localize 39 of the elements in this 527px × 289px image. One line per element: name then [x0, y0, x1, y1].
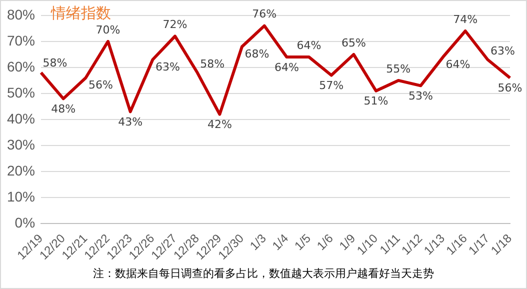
y-tick-label: 80% — [6, 6, 36, 22]
data-label: 53% — [408, 90, 433, 103]
data-label: 65% — [341, 36, 366, 50]
y-tick-label: 30% — [6, 136, 36, 152]
data-label: 76% — [252, 8, 277, 21]
data-label: 70% — [96, 23, 120, 36]
data-label: 58% — [42, 56, 68, 70]
data-label: 51% — [364, 94, 388, 108]
data-label: 74% — [453, 12, 478, 26]
data-label: 57% — [319, 79, 344, 92]
data-label: 68% — [244, 47, 270, 60]
data-label: 64% — [274, 60, 299, 74]
data-label: 56% — [498, 82, 522, 95]
y-tick-label: 10% — [6, 188, 36, 204]
data-label: 48% — [51, 102, 76, 116]
data-label: 72% — [162, 18, 188, 32]
x-tick-label: 1/6 — [314, 231, 336, 253]
y-tick-label: 60% — [6, 58, 36, 74]
y-tick-label: 70% — [6, 32, 36, 48]
data-label: 64% — [446, 58, 470, 71]
data-label: 64% — [296, 38, 322, 52]
text: 注：数据来自每日调查的看多占比，数值越大表示用户越看好当天走势 — [92, 266, 435, 281]
x-tick-label: 1/4 — [269, 231, 292, 253]
y-tick-label: 40% — [6, 110, 36, 126]
data-label: 55% — [386, 62, 411, 76]
data-label: 56% — [88, 78, 113, 92]
chart-title: 情绪指数 — [51, 4, 111, 23]
data-label: 63% — [155, 60, 180, 74]
y-tick-label: 20% — [6, 162, 36, 178]
data-label: 42% — [207, 118, 232, 132]
x-tick-label: 1/3 — [247, 231, 270, 253]
data-label: 58% — [200, 58, 225, 71]
y-tick-label: 0% — [14, 214, 36, 230]
data-label: 63% — [490, 44, 515, 58]
x-tick-label: 1/11 — [377, 231, 404, 258]
x-tick-label: 1/5 — [292, 231, 314, 253]
y-tick-label: 50% — [6, 84, 36, 100]
x-tick-label: 1/9 — [336, 231, 358, 253]
data-label: 43% — [118, 116, 143, 129]
